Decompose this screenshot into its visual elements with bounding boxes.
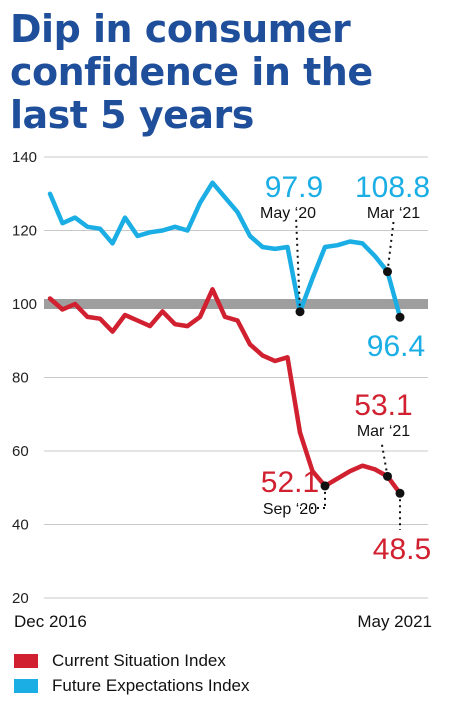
value-label-53-1: 53.1: [354, 389, 412, 422]
legend-swatch-future: [14, 678, 38, 693]
legend-swatch-current: [14, 653, 38, 668]
date-label-mar21-future: Mar ‘21: [367, 205, 420, 222]
chart-title: Dip in consumer confidence in the last 5…: [10, 7, 373, 137]
y-tick-20: 20: [12, 590, 29, 607]
legend-label-current: Current Situation Index: [52, 650, 226, 670]
marker-future-28: [395, 312, 405, 322]
y-tick-labels: 140 120 100 80 60 40 20: [12, 149, 37, 607]
connector-mar21-future: [386, 221, 395, 272]
value-label-97-9: 97.9: [265, 171, 323, 204]
y-tick-60: 60: [12, 443, 29, 460]
legend: Current Situation Index Future Expectati…: [14, 648, 250, 698]
marker-future-20: [295, 307, 305, 317]
value-label-108-8: 108.8: [355, 171, 430, 204]
value-label-96-4: 96.4: [367, 330, 425, 363]
x-axis-start-label: Dec 2016: [14, 612, 87, 631]
connector-may20: [295, 215, 301, 312]
y-tick-80: 80: [12, 370, 29, 387]
series-line-future: [47, 180, 403, 320]
series-lines: [47, 180, 403, 496]
marker-future-27: [383, 267, 392, 277]
y-tick-100: 100: [12, 296, 37, 313]
y-tick-120: 120: [12, 223, 37, 240]
marker-current-28: [395, 488, 405, 498]
y-tick-40: 40: [12, 517, 29, 534]
date-label-sep20: Sep ‘20: [263, 501, 317, 518]
x-axis-end-label: May 2021: [357, 612, 432, 631]
value-label-52-1: 52.1: [261, 466, 319, 499]
gridlines: [44, 156, 428, 599]
date-label-may20: May ‘20: [260, 205, 316, 222]
y-tick-140: 140: [12, 149, 37, 166]
legend-item-current: Current Situation Index: [14, 648, 250, 673]
value-label-48-5: 48.5: [373, 533, 431, 566]
series-line-current: [47, 287, 403, 496]
legend-label-future: Future Expectations Index: [52, 675, 250, 695]
marker-current-22: [320, 481, 330, 491]
marker-current-27: [383, 471, 392, 481]
legend-item-future: Future Expectations Index: [14, 673, 250, 698]
date-label-mar21-current: Mar ‘21: [357, 423, 410, 440]
